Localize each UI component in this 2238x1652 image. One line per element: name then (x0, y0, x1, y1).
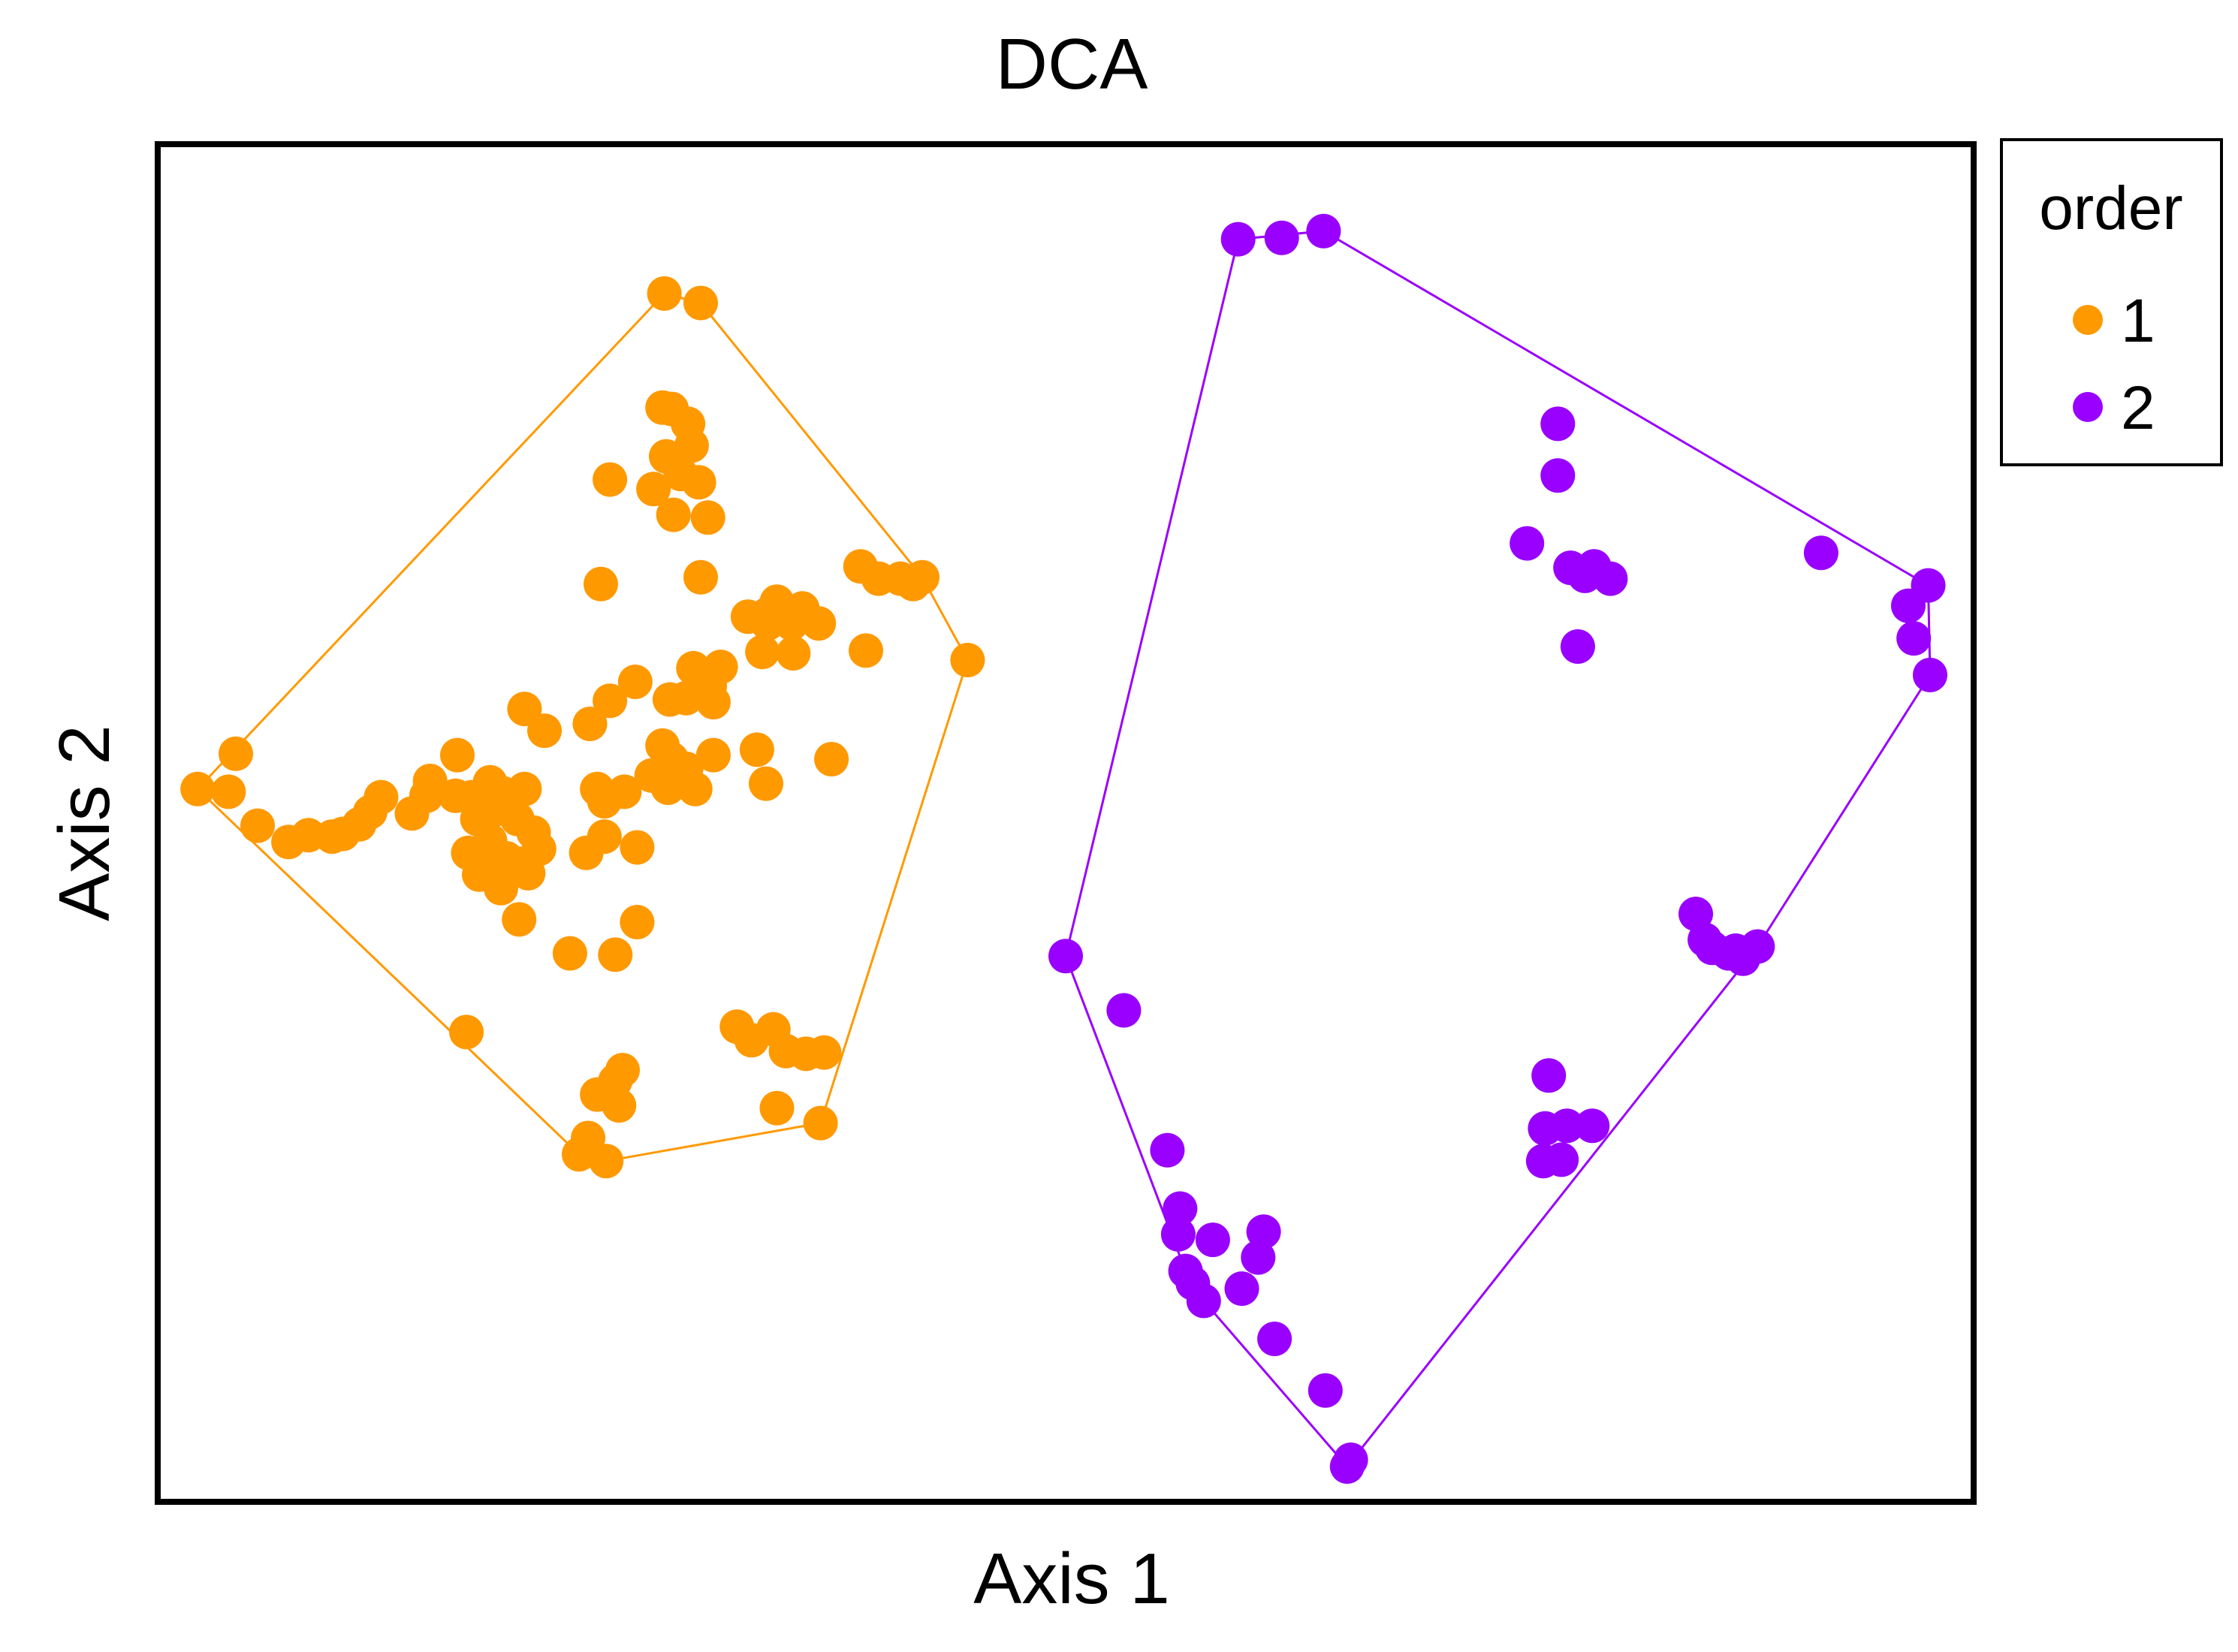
data-point-order-1 (507, 771, 542, 806)
legend: order 12 (2000, 138, 2223, 466)
data-point-order-1 (745, 635, 780, 670)
data-point-order-1 (180, 771, 216, 806)
data-point-order-1 (602, 1088, 637, 1123)
data-point-order-1 (580, 771, 615, 806)
legend-marker-order-2 (2073, 392, 2103, 422)
data-point-order-1 (677, 771, 713, 806)
data-point-order-2 (1257, 1322, 1292, 1356)
data-point-order-1 (776, 636, 811, 671)
data-point-order-2 (1510, 526, 1545, 561)
x-axis-label: Axis 1 (973, 1539, 1169, 1619)
data-point-order-2 (1803, 535, 1838, 571)
legend-label-order-2: 2 (2121, 374, 2155, 442)
data-point-order-1 (584, 566, 618, 601)
data-point-order-1 (240, 808, 275, 843)
data-point-order-2 (1531, 1058, 1567, 1093)
data-point-order-2 (1891, 588, 1926, 623)
data-point-order-2 (1560, 629, 1595, 664)
data-point-order-1 (683, 559, 718, 595)
data-point-order-2 (1246, 1214, 1281, 1250)
data-point-order-1 (605, 1053, 640, 1088)
legend-box (2000, 138, 2223, 466)
data-point-order-1 (211, 774, 246, 809)
data-point-order-2 (1544, 1142, 1579, 1177)
data-point-order-1 (703, 650, 738, 685)
data-point-order-1 (690, 500, 725, 535)
data-point-order-2 (1306, 213, 1341, 249)
data-point-order-1 (219, 736, 253, 771)
legend-title: order (2039, 174, 2182, 243)
data-point-order-1 (587, 819, 622, 855)
data-point-order-1 (905, 559, 940, 595)
data-point-order-1 (363, 779, 399, 815)
legend-label-order-1: 1 (2121, 287, 2155, 355)
data-point-order-2 (1264, 220, 1299, 255)
data-point-order-2 (1220, 222, 1256, 257)
y-axis-label: Axis 2 (44, 725, 125, 921)
data-point-order-1 (511, 855, 546, 891)
data-point-order-1 (593, 462, 628, 497)
data-point-order-2 (1740, 929, 1775, 964)
data-point-order-2 (1106, 993, 1142, 1028)
data-point-order-2 (1308, 1373, 1343, 1408)
point-layer (180, 213, 1947, 1484)
data-point-order-1 (739, 732, 774, 767)
data-point-order-1 (562, 1137, 596, 1172)
data-point-order-1 (759, 1090, 795, 1126)
data-point-order-1 (683, 285, 718, 321)
data-point-order-2 (1195, 1222, 1230, 1258)
data-point-order-1 (654, 391, 689, 427)
data-point-order-1 (749, 766, 783, 801)
data-point-order-2 (1913, 657, 1947, 692)
data-point-order-1 (484, 870, 518, 906)
data-point-order-1 (507, 692, 542, 727)
data-point-order-1 (527, 713, 562, 749)
data-point-order-1 (807, 1035, 842, 1070)
data-point-order-2 (1048, 939, 1083, 974)
data-point-order-1 (695, 685, 731, 720)
legend-marker-order-1 (2073, 305, 2103, 335)
chart-title: DCA (996, 24, 1148, 104)
data-point-order-2 (1241, 1240, 1276, 1275)
data-point-order-2 (1160, 1216, 1196, 1252)
data-point-order-2 (1163, 1191, 1198, 1226)
data-point-order-1 (589, 1144, 624, 1179)
data-point-order-1 (849, 633, 883, 668)
data-point-order-2 (1549, 1108, 1585, 1144)
data-point-order-2 (1540, 406, 1576, 442)
data-point-order-2 (1224, 1271, 1259, 1307)
data-point-order-1 (950, 643, 985, 677)
data-point-order-1 (607, 774, 642, 809)
data-point-order-2 (1896, 621, 1932, 656)
data-point-order-1 (656, 497, 691, 532)
data-point-order-1 (620, 830, 655, 865)
data-point-order-2 (1150, 1132, 1185, 1168)
plot-frame (155, 141, 1977, 1505)
data-point-order-1 (647, 276, 682, 311)
data-point-order-1 (440, 737, 475, 773)
data-point-order-1 (552, 936, 587, 971)
data-point-order-1 (412, 764, 448, 798)
data-point-order-1 (803, 1105, 838, 1141)
data-point-order-1 (617, 665, 653, 699)
data-point-order-1 (598, 937, 633, 972)
legend-entries: 12 (2073, 287, 2155, 442)
data-point-order-2 (1575, 1108, 1610, 1144)
data-point-order-2 (1186, 1283, 1221, 1319)
data-point-order-2 (1329, 1449, 1365, 1484)
data-point-order-1 (695, 737, 731, 773)
data-point-order-1 (620, 905, 655, 939)
data-point-order-1 (814, 742, 849, 776)
data-point-order-2 (1593, 561, 1628, 596)
data-point-order-1 (502, 902, 537, 937)
data-point-order-2 (1540, 458, 1576, 493)
data-point-order-1 (636, 472, 671, 507)
data-point-order-1 (449, 1014, 484, 1050)
data-point-order-1 (801, 606, 837, 641)
data-point-order-1 (572, 707, 608, 741)
data-point-order-1 (593, 683, 628, 719)
